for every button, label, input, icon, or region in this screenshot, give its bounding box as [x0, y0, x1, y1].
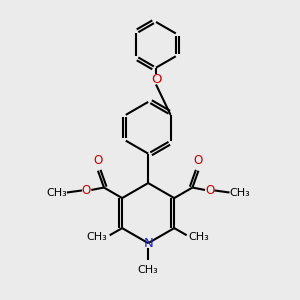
Text: O: O [194, 154, 203, 166]
Text: CH₃: CH₃ [87, 232, 108, 242]
Text: O: O [151, 73, 161, 85]
Text: CH₃: CH₃ [138, 266, 159, 275]
Text: N: N [143, 237, 153, 250]
Text: O: O [93, 154, 103, 166]
Text: O: O [206, 184, 215, 197]
Text: CH₃: CH₃ [230, 188, 250, 198]
Text: O: O [81, 184, 91, 197]
Text: CH₃: CH₃ [46, 188, 67, 198]
Text: CH₃: CH₃ [189, 232, 209, 242]
